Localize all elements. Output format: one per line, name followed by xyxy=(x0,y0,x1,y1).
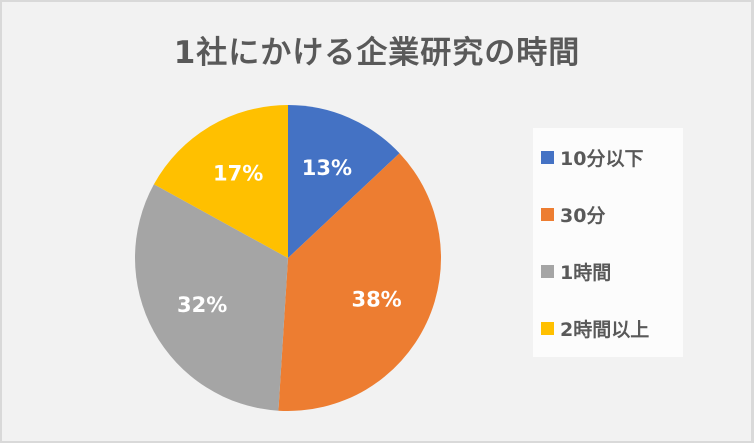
legend-swatch-icon xyxy=(541,150,554,164)
legend-item-10min: 10分以下 xyxy=(541,145,644,170)
data-label: 13% xyxy=(302,156,352,180)
data-label: 32% xyxy=(177,293,227,317)
legend-label: 2時間以上 xyxy=(560,318,650,341)
slice-30min xyxy=(278,153,441,412)
slice-1hour xyxy=(134,184,288,411)
legend-swatch-icon xyxy=(541,264,554,278)
legend-label: 1時間 xyxy=(560,261,612,284)
legend-swatch-icon xyxy=(541,321,554,335)
legend-label: 10分以下 xyxy=(560,147,644,170)
legend-label: 30分 xyxy=(560,204,606,227)
slice-10min xyxy=(288,105,400,258)
chart-title: 1社にかける企業研究の時間 xyxy=(173,35,581,71)
legend-item-30min: 30分 xyxy=(541,202,606,227)
legend-item-2hours-plus: 2時間以上 xyxy=(541,316,650,341)
legend-swatch-icon xyxy=(541,207,554,221)
chart-legend: 10分以下 30分 1時間 2時間以上 xyxy=(533,128,683,357)
slice-2hours-plus xyxy=(153,105,288,258)
data-label: 17% xyxy=(213,162,263,186)
pie-chart: 13% 38% 32% 17% xyxy=(134,105,441,412)
legend-item-1hour: 1時間 xyxy=(541,259,612,284)
data-label: 38% xyxy=(351,288,401,312)
